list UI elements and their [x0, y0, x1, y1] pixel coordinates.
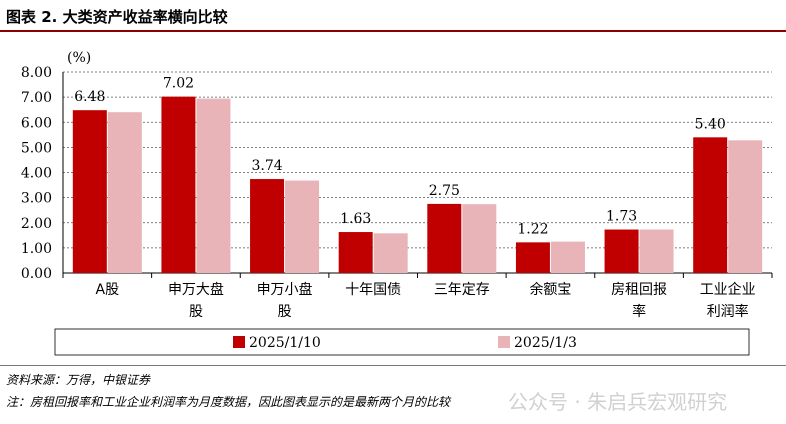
- bar-previous: [285, 180, 320, 273]
- watermark: 公众号 · 朱启兵宏观研究: [508, 390, 728, 414]
- x-category-label: 申万小盘: [257, 281, 313, 298]
- bar-current: [72, 110, 107, 273]
- legend-swatch: [233, 336, 245, 348]
- source-note: 资料来源：万得，中银证券: [6, 373, 151, 387]
- data-label: 1.63: [340, 211, 371, 227]
- data-label: 2.75: [429, 183, 460, 199]
- bar-previous: [373, 233, 408, 273]
- bar-current: [515, 242, 550, 273]
- bar-previous: [639, 229, 674, 273]
- y-unit-label: (%): [67, 50, 91, 66]
- bar-previous: [462, 204, 497, 273]
- y-tick-label: 4.00: [21, 166, 52, 182]
- y-tick-label: 2.00: [21, 216, 52, 232]
- x-category-label: 三年定存: [434, 282, 490, 298]
- legend-label: 2025/1/10: [249, 335, 321, 351]
- bar-previous: [550, 241, 585, 273]
- data-label: 6.48: [74, 89, 105, 105]
- data-label: 3.74: [251, 158, 282, 174]
- legend-swatch: [498, 336, 510, 348]
- y-tick-label: 7.00: [21, 90, 52, 106]
- title-rule: [0, 30, 786, 32]
- bar-current: [161, 96, 196, 273]
- legend-label: 2025/1/3: [514, 335, 577, 351]
- y-tick-label: 0.00: [21, 266, 52, 282]
- x-category-label: 利润率: [707, 303, 749, 320]
- footnote: 注：房租回报率和工业企业利润率为月度数据，因此图表显示的是最新两个月的比较: [6, 395, 451, 409]
- legend-box: [54, 328, 750, 356]
- y-tick-label: 1.00: [21, 241, 52, 257]
- bar-current: [338, 232, 373, 273]
- x-category-label: 股: [189, 304, 203, 320]
- data-label: 1.22: [517, 221, 548, 237]
- bar-previous: [728, 140, 763, 273]
- y-tick-label: 3.00: [21, 191, 52, 207]
- data-label: 1.73: [606, 209, 637, 225]
- bar-current: [250, 179, 285, 273]
- x-category-label: A股: [96, 282, 120, 298]
- bar-chart: (%) 0.00 1.00 2.00 3.00 4.00 5.00 6.00 7.00 8.00 6…: [21, 50, 773, 356]
- x-category-label: 余额宝: [529, 281, 571, 298]
- footer-rule: [0, 365, 786, 366]
- y-tick-label: 6.00: [21, 115, 52, 131]
- bar-current: [427, 203, 462, 273]
- x-category-label: 股: [278, 304, 292, 320]
- figure-title: 图表 2. 大类资产收益率横向比较: [6, 8, 228, 26]
- y-tick-label: 5.00: [21, 140, 52, 156]
- x-category-label: 申万大盘: [168, 281, 224, 298]
- bar-current: [693, 137, 728, 273]
- x-category-label: 房租回报: [611, 282, 667, 298]
- data-label: 7.02: [163, 76, 194, 92]
- bar-previous: [107, 112, 142, 273]
- x-category-label: 十年国债: [345, 282, 401, 298]
- bar-previous: [196, 98, 231, 273]
- x-category-label: 率: [632, 303, 646, 320]
- x-category-label: 工业企业: [700, 281, 756, 298]
- y-tick-label: 8.00: [21, 65, 52, 81]
- bar-current: [604, 229, 639, 273]
- data-label: 5.40: [695, 116, 726, 132]
